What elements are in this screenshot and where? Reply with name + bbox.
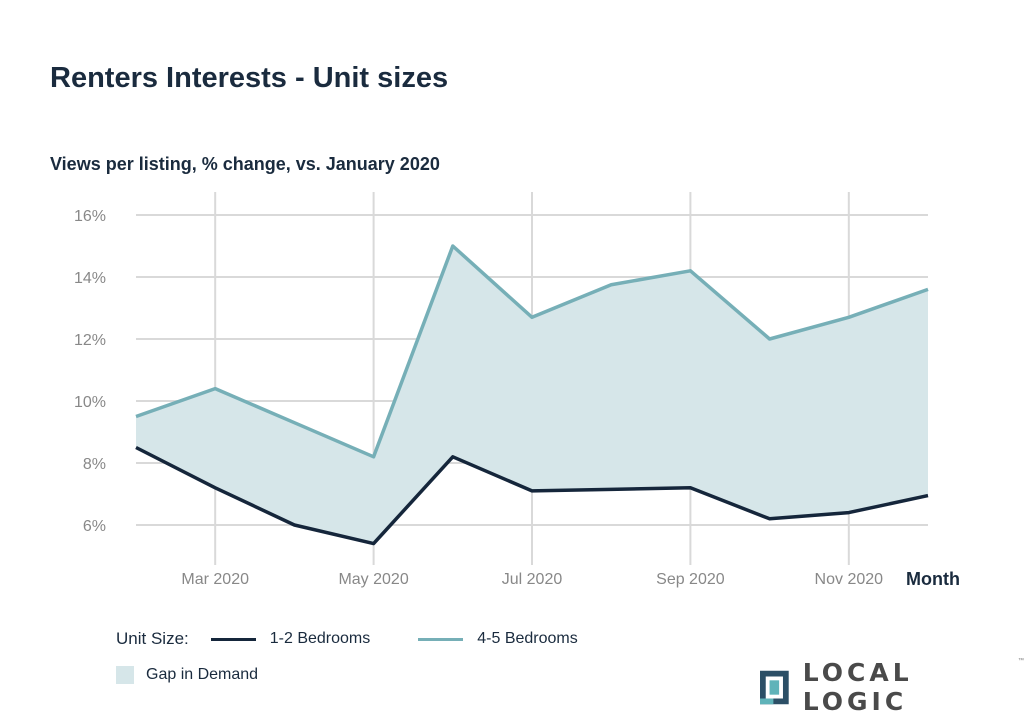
gap-in-demand-area bbox=[136, 246, 928, 544]
legend-swatch-1-2-bedrooms bbox=[210, 637, 256, 641]
local-logic-logo: LOCAL LOGIC ™ bbox=[760, 658, 1024, 716]
legend-gap: Gap in Demand bbox=[116, 666, 258, 684]
x-tick-label: Sep 2020 bbox=[656, 571, 725, 588]
line-chart: 6% 8% 10% 12% 14% 16% Mar 2020 May 2020 Jul 2020… bbox=[74, 192, 960, 589]
legend-swatch-4-5-bedrooms bbox=[418, 637, 464, 641]
legend-label-1-2-bedrooms: 1-2 Bedrooms bbox=[269, 630, 371, 647]
y-tick-label: 16% bbox=[74, 208, 106, 225]
x-axis-label: Month bbox=[906, 569, 960, 589]
logo-trademark: ™ bbox=[1018, 658, 1024, 664]
y-tick-label: 10% bbox=[74, 394, 106, 411]
chart-subtitle: Views per listing, % change, vs. January… bbox=[50, 154, 440, 174]
chart-title: Renters Interests - Unit sizes bbox=[50, 62, 449, 94]
y-tick-label: 6% bbox=[83, 518, 106, 535]
x-tick-label: Nov 2020 bbox=[815, 571, 884, 588]
legend-swatch-gap bbox=[116, 666, 134, 684]
local-logic-logo-icon bbox=[760, 670, 789, 704]
y-tick-label: 12% bbox=[74, 332, 106, 349]
legend-label-gap: Gap in Demand bbox=[146, 666, 259, 683]
x-tick-label: Mar 2020 bbox=[181, 571, 249, 588]
x-tick-label: May 2020 bbox=[338, 571, 408, 588]
legend-series: Unit Size: 1-2 Bedrooms 4-5 Bedrooms bbox=[116, 629, 578, 649]
legend-title: Unit Size: bbox=[116, 629, 189, 648]
y-tick-label: 8% bbox=[83, 456, 106, 473]
logo-text: LOCAL LOGIC bbox=[802, 658, 913, 716]
x-tick-label: Jul 2020 bbox=[502, 571, 563, 588]
legend-label-4-5-bedrooms: 4-5 Bedrooms bbox=[477, 630, 578, 647]
y-tick-label: 14% bbox=[74, 270, 106, 287]
